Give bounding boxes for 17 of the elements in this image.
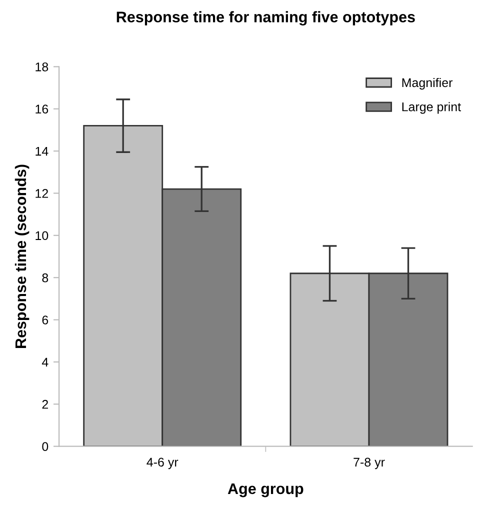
- y-tick-label: 14: [36, 146, 48, 156]
- legend-label: Large print: [402, 102, 461, 114]
- y-tick-label: 2: [42, 400, 48, 409]
- y-tick-label: 4: [42, 358, 48, 366]
- y-tick-label: 6: [42, 316, 48, 324]
- legend-label: Magnifier: [402, 78, 453, 90]
- x-tick-label: 7-8 yr: [354, 458, 385, 470]
- x-tick-label: 4-6 yr: [146, 458, 178, 470]
- y-axis-title: Response time (seconds): [14, 164, 30, 348]
- y-tick-label: 18: [36, 62, 48, 72]
- y-tick-label: 12: [36, 189, 48, 198]
- x-axis-title: Age group: [228, 483, 304, 498]
- y-tick-label: 10: [36, 231, 48, 240]
- chart-title: Response time for naming five optotypes: [116, 11, 415, 26]
- y-tick-label: 0: [42, 442, 48, 451]
- y-tick-label: 8: [42, 273, 48, 282]
- y-tick-label: 16: [36, 104, 48, 114]
